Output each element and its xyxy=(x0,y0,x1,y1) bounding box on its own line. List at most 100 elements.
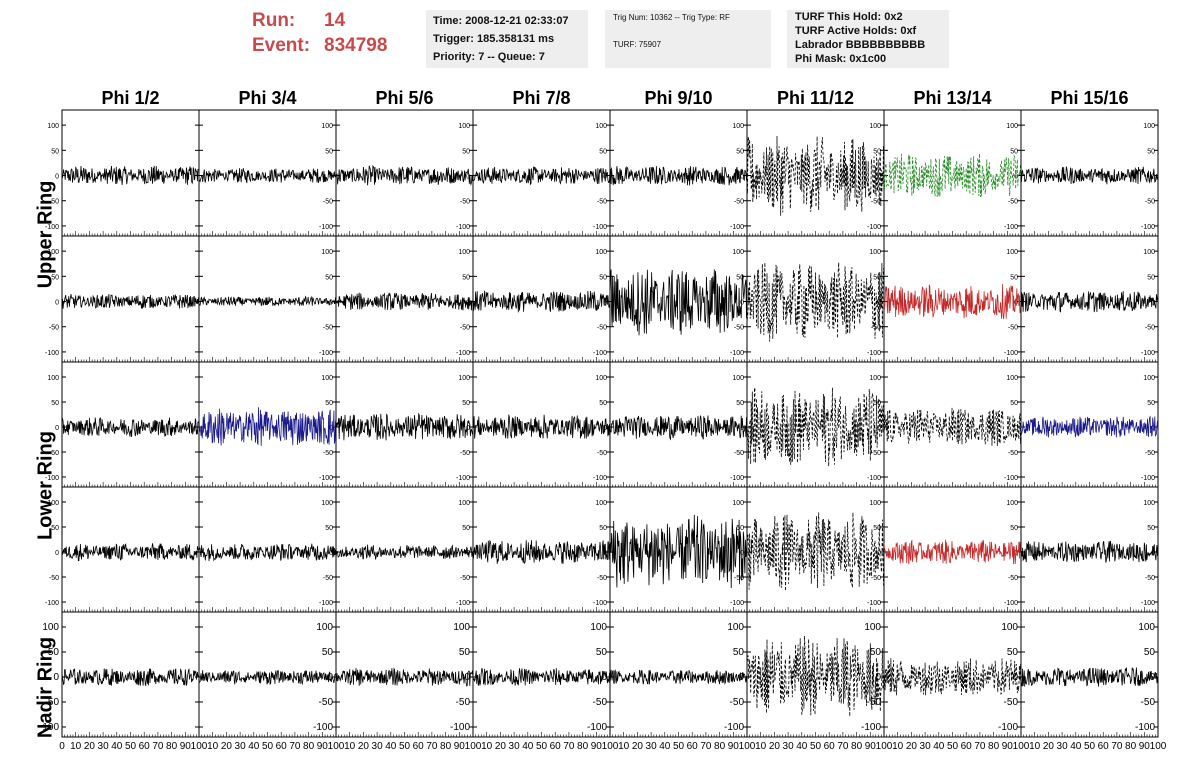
x-tick-label: 90 xyxy=(591,741,603,752)
y-tick-label: 0 xyxy=(55,174,59,181)
y-tick-label: -50 xyxy=(460,199,470,206)
y-tick-label: 100 xyxy=(732,500,744,507)
waveform-trace-r1-c4 xyxy=(609,269,748,336)
x-tick-label: 20 xyxy=(769,741,781,752)
y-tick-label: -100 xyxy=(456,224,470,231)
x-tick-label: 70 xyxy=(152,741,164,752)
x-tick-label: 30 xyxy=(372,741,384,752)
y-tick-label: 0 xyxy=(740,550,744,557)
priority-text: Priority: 7 -- Queue: 7 xyxy=(433,51,545,63)
x-tick-label: 10 xyxy=(892,741,904,752)
y-tick-label: 50 xyxy=(1144,647,1156,658)
x-tick-label: 20 xyxy=(358,741,370,752)
y-tick-label: -100 xyxy=(730,224,744,231)
x-tick-label: 60 xyxy=(687,741,699,752)
x-tick-label: 100 xyxy=(1013,741,1030,752)
x-tick-label: 50 xyxy=(125,741,137,752)
turf-holds-box: TURF This Hold: 0x2 TURF Active Holds: 0… xyxy=(787,10,949,68)
y-tick-label: 0 xyxy=(877,174,881,181)
x-tick-label: 60 xyxy=(1098,741,1110,752)
y-tick-label: 100 xyxy=(1001,622,1018,633)
x-tick-label: 70 xyxy=(974,741,986,752)
y-tick-label: -100 xyxy=(867,350,881,357)
y-tick-label: -100 xyxy=(867,600,881,607)
y-tick-label: 50 xyxy=(1010,525,1018,532)
waveform-trace-r2-c6 xyxy=(883,407,1022,447)
column-header-phi-1-2: Phi 1/2 xyxy=(101,88,160,108)
y-tick-label: 50 xyxy=(599,525,607,532)
y-tick-label: -50 xyxy=(1145,575,1155,582)
labrador-text: Labrador BBBBBBBBBB xyxy=(795,39,926,51)
x-tick-label: 10 xyxy=(70,741,82,752)
y-tick-label: -100 xyxy=(730,350,744,357)
x-tick-label: 70 xyxy=(563,741,575,752)
y-tick-label: -50 xyxy=(597,325,607,332)
waveform-trace-r0-c3 xyxy=(472,166,611,186)
y-tick-label: 100 xyxy=(321,123,333,130)
y-tick-label: -50 xyxy=(597,450,607,457)
y-tick-label: 0 xyxy=(466,174,470,181)
waveform-trace-r3-c7 xyxy=(1020,540,1159,563)
x-tick-label: 80 xyxy=(988,741,1000,752)
column-header-phi-13-14: Phi 13/14 xyxy=(913,88,992,108)
x-tick-label: 10 xyxy=(1029,741,1041,752)
panel-frame-r1-c0 xyxy=(61,235,200,363)
column-header-phi-11-12: Phi 11/12 xyxy=(776,88,855,108)
y-tick-label: 50 xyxy=(736,400,744,407)
y-tick-label: 50 xyxy=(322,647,334,658)
y-tick-label: 100 xyxy=(732,123,744,130)
x-tick-label: 100 xyxy=(465,741,482,752)
x-tick-label: 90 xyxy=(728,741,740,752)
y-tick-label: -50 xyxy=(319,697,334,708)
waveform-trace-r4-c6 xyxy=(883,658,1022,696)
x-tick-label: 50 xyxy=(810,741,822,752)
y-tick-label: 100 xyxy=(727,622,744,633)
waveform-trace-r1-c3 xyxy=(472,290,611,313)
y-tick-label: 100 xyxy=(595,249,607,256)
x-tick-label: 20 xyxy=(1043,741,1055,752)
y-tick-label: 0 xyxy=(329,550,333,557)
y-tick-label: -100 xyxy=(319,350,333,357)
y-tick-label: -50 xyxy=(323,450,333,457)
y-tick-label: -100 xyxy=(1004,224,1018,231)
x-tick-label: 80 xyxy=(166,741,178,752)
y-tick-label: 0 xyxy=(601,672,607,683)
x-tick-label: 40 xyxy=(659,741,671,752)
waveform-trace-r4-c0 xyxy=(61,667,200,687)
y-tick-label: -100 xyxy=(319,224,333,231)
y-tick-label: 50 xyxy=(51,274,59,281)
y-tick-label: 50 xyxy=(596,647,608,658)
waveform-trace-r3-c2 xyxy=(335,544,474,561)
y-tick-label: 0 xyxy=(55,550,59,557)
y-tick-label: 100 xyxy=(595,500,607,507)
x-tick-label: 100 xyxy=(191,741,208,752)
waveform-trace-r4-c3 xyxy=(472,668,611,686)
y-tick-label: 50 xyxy=(51,148,59,155)
y-tick-label: 0 xyxy=(740,300,744,307)
y-tick-label: 100 xyxy=(1006,249,1018,256)
x-tick-label: 90 xyxy=(865,741,877,752)
run-value: 14 xyxy=(324,10,346,31)
waveform-trace-r0-c7 xyxy=(1020,166,1159,185)
x-tick-label: 30 xyxy=(920,741,932,752)
y-tick-label: -50 xyxy=(323,575,333,582)
y-tick-label: 0 xyxy=(1012,672,1018,683)
x-tick-label: 50 xyxy=(399,741,411,752)
y-tick-label: -50 xyxy=(1008,450,1018,457)
x-tick-label: 80 xyxy=(440,741,452,752)
x-tick-label: 80 xyxy=(851,741,863,752)
y-tick-label: -50 xyxy=(460,325,470,332)
x-tick-label: 60 xyxy=(413,741,425,752)
x-tick-label: 20 xyxy=(495,741,507,752)
y-tick-label: 0 xyxy=(466,425,470,432)
y-tick-label: -50 xyxy=(323,325,333,332)
x-tick-label: 40 xyxy=(248,741,260,752)
x-tick-label: 30 xyxy=(783,741,795,752)
x-tick-label: 50 xyxy=(536,741,548,752)
y-tick-label: -100 xyxy=(998,722,1018,733)
y-tick-label: 0 xyxy=(877,425,881,432)
y-tick-label: -100 xyxy=(45,350,59,357)
y-tick-label: 100 xyxy=(47,249,59,256)
time-text: Time: 2008-12-21 02:33:07 xyxy=(433,15,569,27)
y-tick-label: 50 xyxy=(462,148,470,155)
